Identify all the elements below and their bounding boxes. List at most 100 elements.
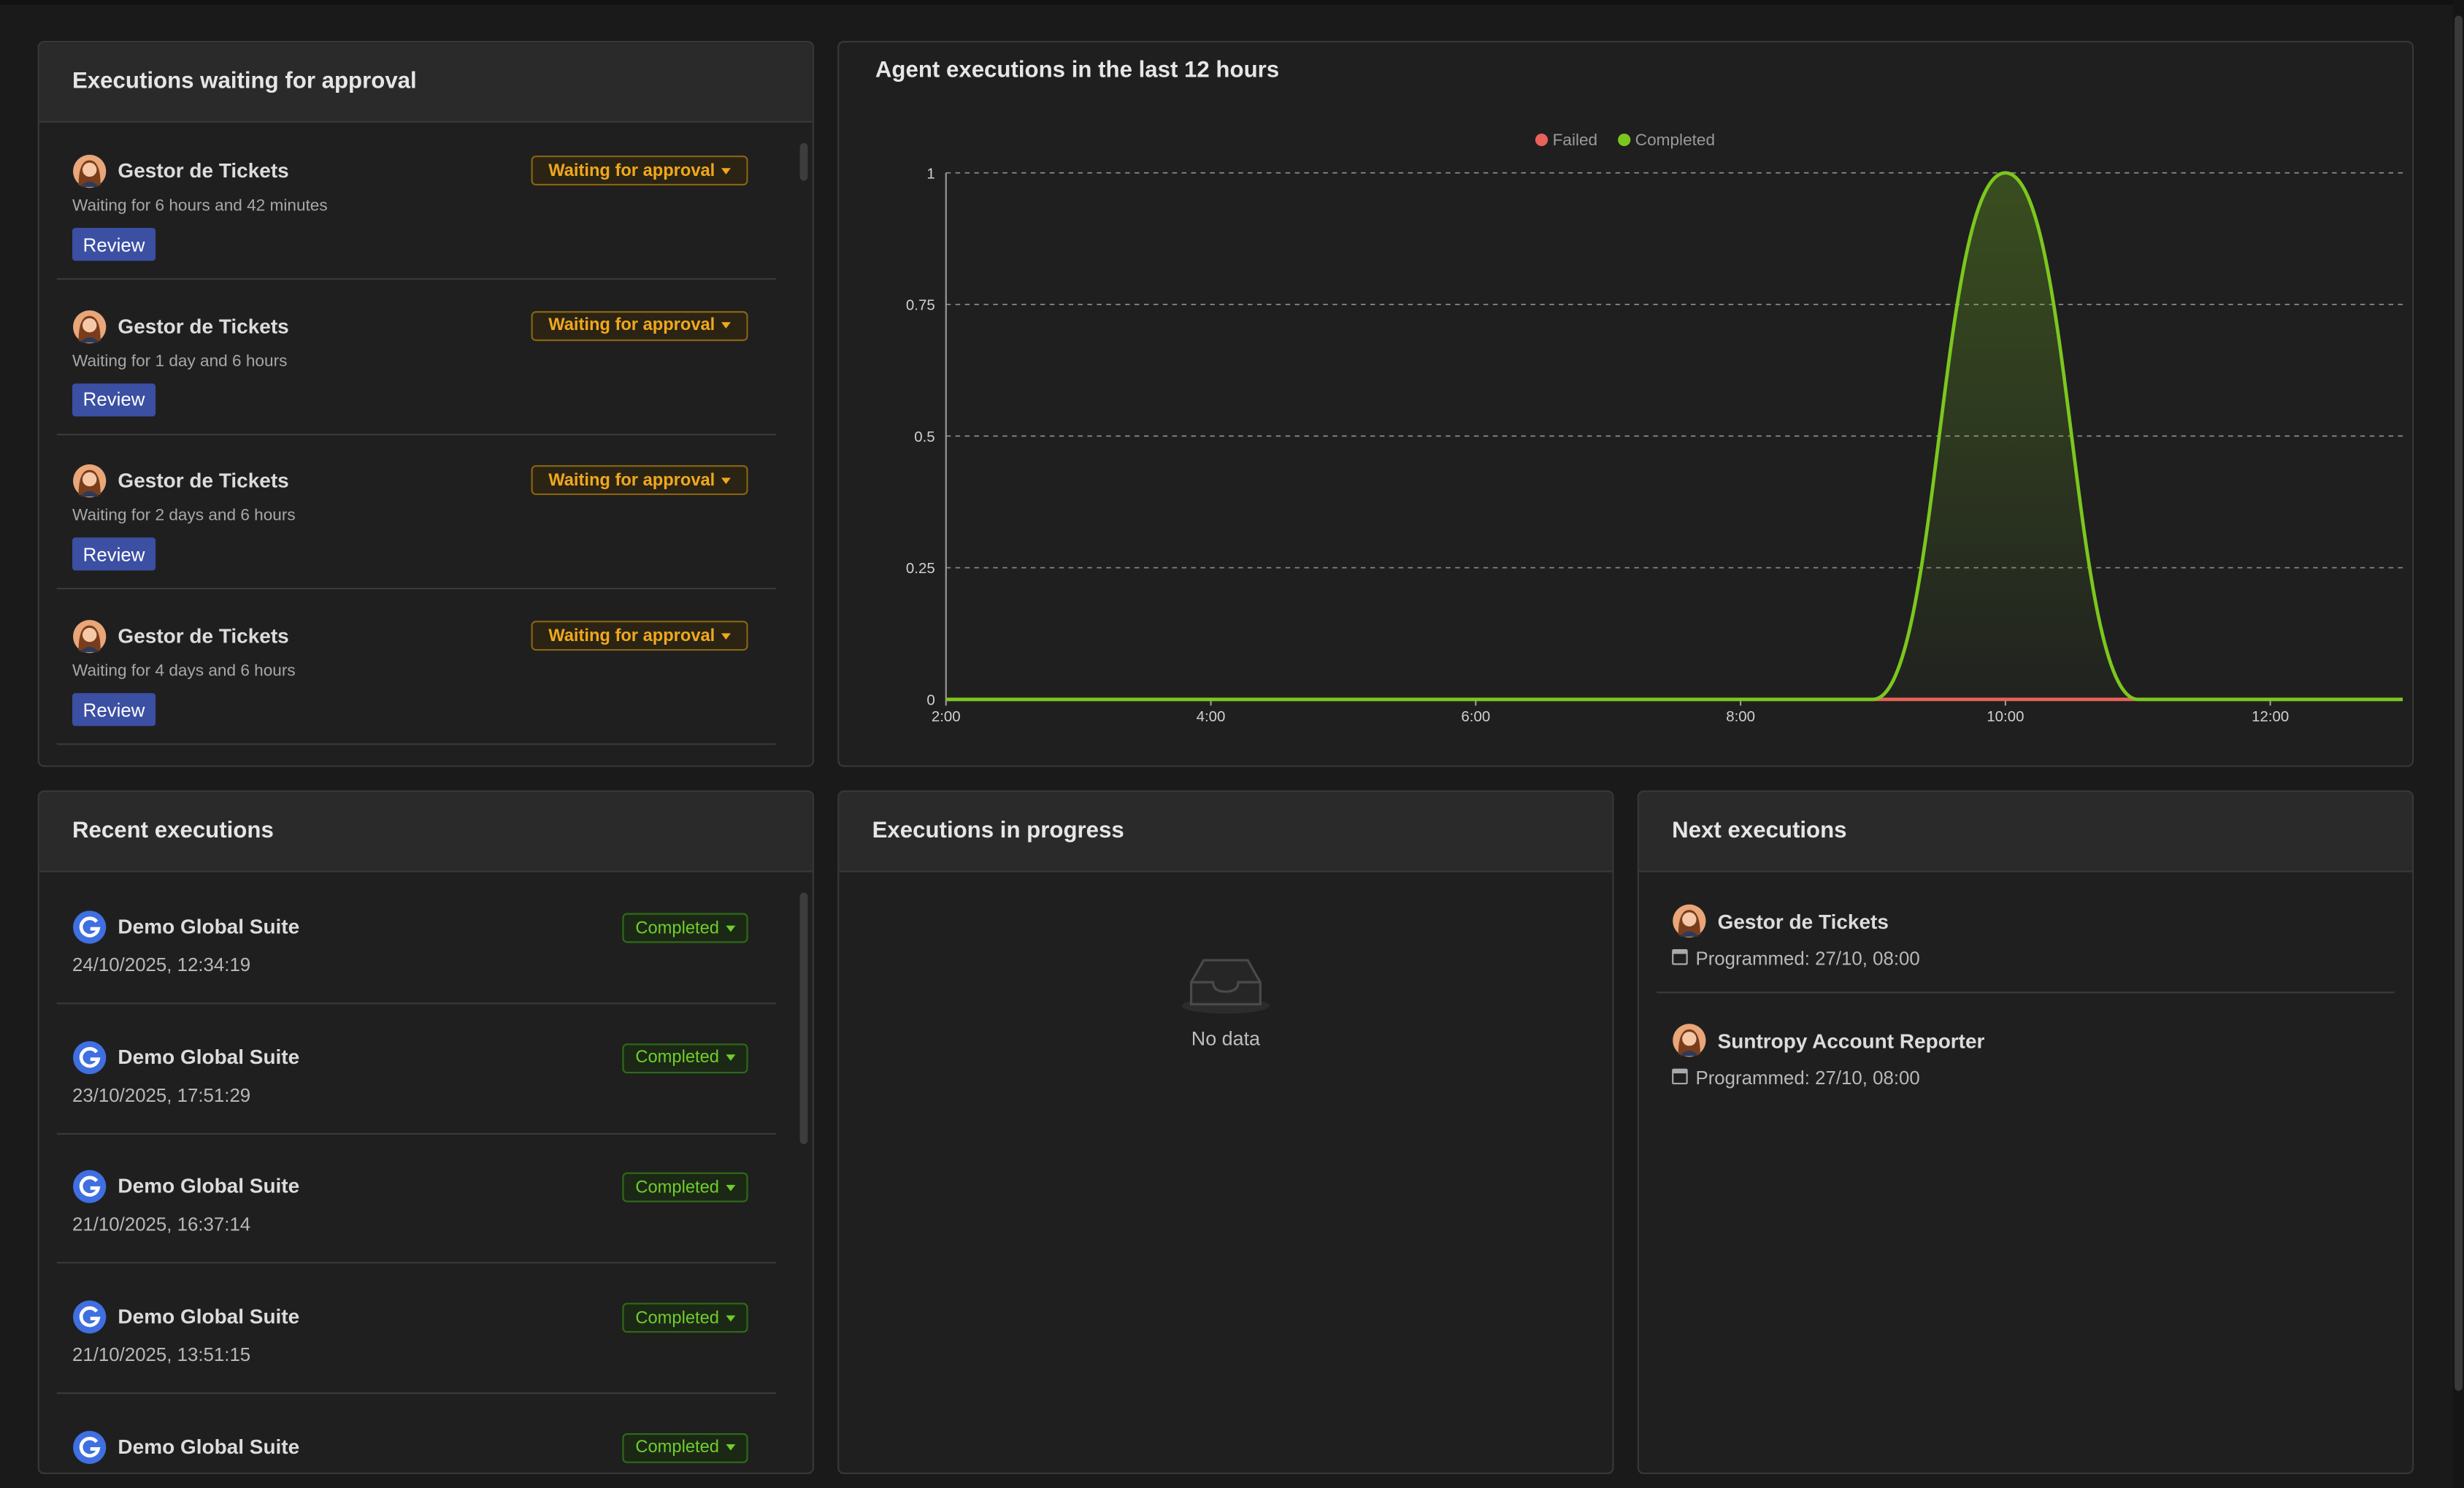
x-tick-label: 4:00 [1197, 708, 1226, 725]
empty-icon [1181, 959, 1270, 1014]
waiting-time: Waiting for 4 days and 6 hours [72, 661, 296, 681]
status-badge[interactable]: Completed [622, 913, 748, 943]
schedule: Programmed: 27/10, 08:00 [1695, 1066, 1920, 1089]
separator [56, 588, 777, 590]
status-text: Waiting for approval [548, 161, 715, 180]
status-badge[interactable]: Completed [622, 1303, 748, 1333]
x-tick-label: 8:00 [1726, 708, 1755, 725]
agent-name: Gestor de Tickets [118, 469, 289, 493]
x-tick-label: 2:00 [932, 708, 961, 725]
panel-title: Recent executions [72, 818, 274, 844]
execution-date: 23/10/2025, 17:51:29 [72, 1084, 251, 1106]
agent-name: Suntropy Account Reporter [1717, 1028, 1985, 1053]
legend-label: Failed [1553, 131, 1598, 149]
separator [56, 1262, 777, 1265]
app-icon [73, 1040, 107, 1074]
review-button[interactable]: Review [72, 383, 156, 416]
status-text: Waiting for approval [548, 626, 715, 645]
recent-panel: Recent executions Demo Global Suite Compl… [37, 790, 814, 1474]
x-tick-label: 10:00 [1987, 708, 2024, 725]
separator [56, 433, 777, 435]
panel-header: Next executions [1638, 791, 2412, 873]
y-tick-label: 0.25 [906, 560, 935, 577]
execution-date: 21/10/2025, 16:37:14 [72, 1213, 251, 1236]
panel-header: Executions waiting for approval [39, 42, 813, 123]
scrollbar[interactable] [799, 142, 808, 181]
status-text: Waiting for approval [548, 316, 715, 335]
caret [725, 924, 735, 932]
caret [725, 1444, 735, 1451]
caret [725, 1314, 735, 1322]
status-text: Completed [635, 1048, 719, 1067]
review-button[interactable]: Review [72, 693, 156, 726]
agent-name: Gestor de Tickets [118, 313, 289, 338]
next-panel: Next executions Gestor de Tickets Program… [1637, 790, 2414, 1474]
separator [56, 1392, 777, 1395]
legend-label: Completed [1635, 131, 1715, 149]
panel-header: Recent executions [39, 791, 813, 873]
app-icon [73, 910, 107, 944]
waiting-time: Waiting for 2 days and 6 hours [72, 506, 296, 526]
status-badge[interactable]: Completed [622, 1043, 748, 1073]
line [945, 171, 2403, 702]
review-button[interactable]: Review [72, 228, 156, 261]
caret [725, 1054, 735, 1062]
calendar-icon [1672, 949, 1688, 965]
agent-name: Gestor de Tickets [118, 158, 289, 183]
review-button[interactable]: Review [72, 537, 156, 572]
agent-name: Demo Global Suite [118, 1044, 300, 1068]
waiting-time: Waiting for 1 day and 6 hours [72, 351, 288, 371]
separator [56, 1002, 777, 1005]
separator [56, 277, 777, 280]
status-badge[interactable]: Waiting for approval [531, 621, 748, 651]
status-badge[interactable]: Waiting for approval [531, 310, 748, 341]
status-badge[interactable]: Completed [622, 1433, 748, 1463]
status-text: Completed [635, 1178, 719, 1197]
app-icon [73, 1170, 107, 1204]
status-text: Completed [635, 919, 719, 937]
separator [56, 1132, 777, 1135]
panel-header: Executions in progress [839, 791, 1613, 873]
panel-title: Next executions [1672, 818, 1847, 844]
schedule: Programmed: 27/10, 08:00 [1695, 947, 1920, 970]
calendar-icon [1672, 1067, 1688, 1084]
area [945, 172, 2403, 699]
status-text: Completed [635, 1438, 719, 1457]
page-scrollbar [2452, 0, 2464, 1488]
legend-marker [1618, 133, 1631, 147]
agent-name: Demo Global Suite [118, 1174, 300, 1198]
chart-panel: Agent executions in the last 12 hours 0 0… [837, 40, 2414, 767]
chart-title: Agent executions in the last 12 hours [875, 58, 1280, 84]
agent-name: Demo Global Suite [118, 914, 300, 938]
scrollbar[interactable] [799, 892, 808, 1144]
status-badge[interactable]: Waiting for approval [531, 156, 748, 185]
execution-date: 21/10/2025, 13:51:15 [72, 1343, 251, 1366]
approval-panel: Executions waiting for approval Gestor d… [37, 40, 814, 767]
panel-title: Executions waiting for approval [72, 69, 417, 95]
avatar [1673, 904, 1706, 937]
app-icon [73, 1300, 107, 1334]
avatar [73, 155, 107, 188]
status-badge[interactable]: Completed [622, 1173, 748, 1203]
y-tick-label: 0 [926, 691, 934, 708]
top-bar [0, 0, 2464, 5]
status-text: Completed [635, 1308, 719, 1327]
waiting-time: Waiting for 6 hours and 42 minutes [72, 196, 328, 215]
avatar [73, 620, 107, 653]
caret [721, 478, 731, 484]
progress-panel: Executions in progress No data [837, 790, 1614, 1474]
caret [721, 632, 731, 640]
separator [1656, 992, 2395, 994]
separator [56, 743, 777, 745]
legend-marker [1535, 133, 1548, 147]
agent-name: Gestor de Tickets [1717, 910, 1889, 934]
panel-title: Executions in progress [872, 818, 1124, 844]
app-icon [73, 1430, 107, 1464]
agent-name: Gestor de Tickets [118, 624, 289, 648]
caret [725, 1184, 735, 1192]
status-badge[interactable]: Waiting for approval [531, 465, 748, 496]
avatar [1673, 1023, 1706, 1056]
caret [721, 167, 731, 174]
